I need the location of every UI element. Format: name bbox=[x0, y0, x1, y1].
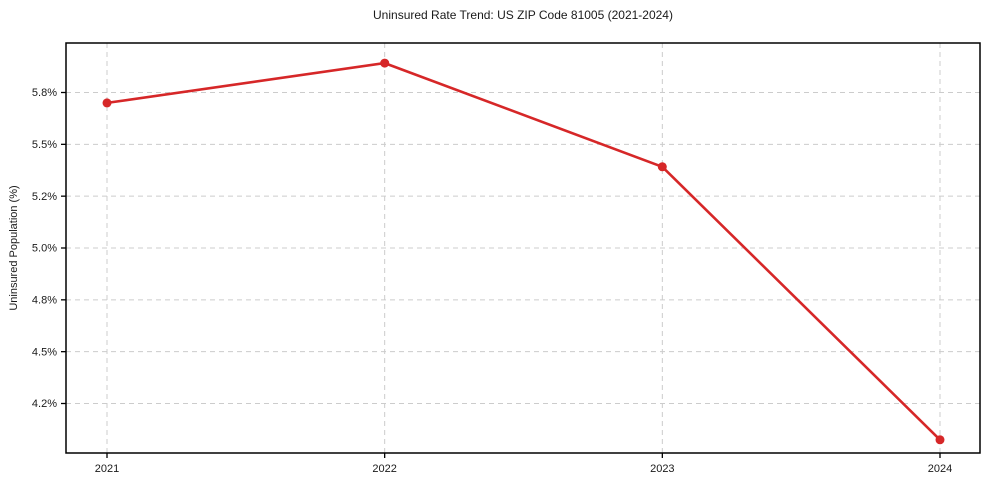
data-point bbox=[102, 98, 112, 108]
x-tick-label: 2024 bbox=[928, 463, 952, 475]
trend-line bbox=[105, 61, 942, 442]
y-tick-label: 5.2% bbox=[32, 191, 57, 203]
y-tick-label: 5.0% bbox=[32, 243, 57, 255]
data-point bbox=[935, 435, 945, 445]
y-tick-label: 5.5% bbox=[32, 139, 57, 151]
y-tick-label: 4.5% bbox=[32, 346, 57, 358]
x-tick-label: 2022 bbox=[372, 463, 396, 475]
data-point bbox=[380, 58, 390, 68]
data-point bbox=[657, 162, 667, 172]
y-tick-label: 4.8% bbox=[32, 294, 57, 306]
chart-title: Uninsured Rate Trend: US ZIP Code 81005 … bbox=[373, 8, 673, 22]
y-tick-label: 5.8% bbox=[32, 87, 57, 99]
y-tick-label: 4.2% bbox=[32, 398, 57, 410]
x-tick-label: 2023 bbox=[650, 463, 674, 475]
x-tick-label: 2021 bbox=[95, 463, 119, 475]
